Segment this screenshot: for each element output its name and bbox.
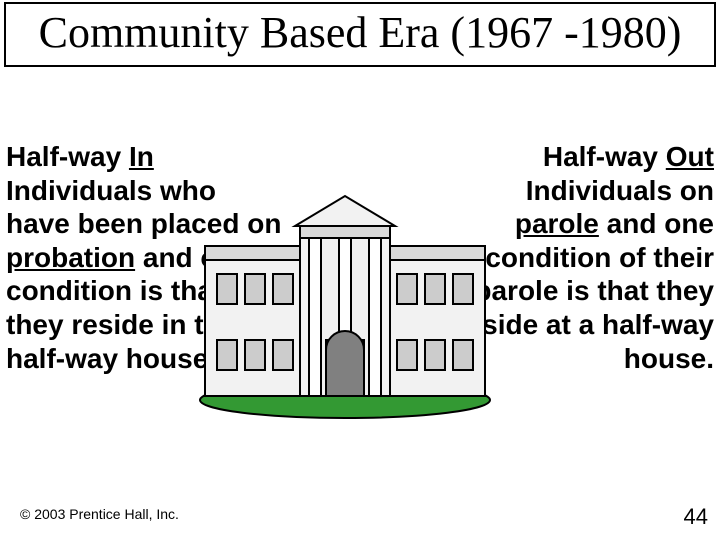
slide: { "title": { "text": "Community Based Er… xyxy=(0,0,720,540)
left-probation: probation xyxy=(6,242,135,273)
copyright-text: © 2003 Prentice Hall, Inc. xyxy=(20,506,179,522)
right-heading-prefix: Half-way xyxy=(543,141,666,172)
building-icon xyxy=(195,190,495,420)
slide-title: Community Based Era (1967 -1980) xyxy=(12,8,708,57)
right-parole: parole xyxy=(515,208,599,239)
left-heading-prefix: Half-way xyxy=(6,141,129,172)
page-number: 44 xyxy=(684,504,708,530)
left-heading-underlined: In xyxy=(129,141,154,172)
right-body: Individuals on xyxy=(526,175,714,206)
right-heading-underlined: Out xyxy=(666,141,714,172)
title-box: Community Based Era (1967 -1980) xyxy=(4,2,716,67)
